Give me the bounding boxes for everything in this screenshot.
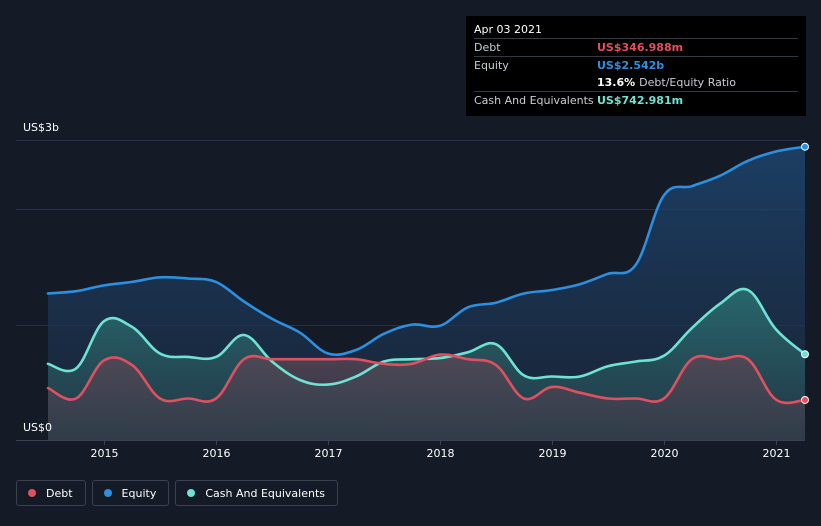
cash-end-marker: [801, 350, 809, 359]
y-axis-top-label: US$3b: [23, 121, 60, 134]
series-areas: [48, 146, 805, 440]
y-axis-zero-label: US$0: [23, 421, 53, 434]
x-tick-label: 2015: [91, 447, 119, 460]
x-tick-label: 2021: [763, 447, 791, 460]
debt-line: [46, 353, 807, 405]
x-tick-label: 2018: [427, 447, 455, 460]
tooltip-equity-row: Equity US$2.542b: [474, 56, 798, 74]
tooltip-cash-label: Cash And Equivalents: [474, 94, 594, 107]
legend-cash-label: Cash And Equivalents: [205, 486, 325, 500]
equity-end-marker: [801, 142, 809, 151]
x-tick-label: 2020: [651, 447, 679, 460]
x-axis: 2015 2016 2017 2018 2019 2020 2021: [91, 440, 791, 460]
chart-legend: Debt Equity Cash And Equivalents: [16, 480, 338, 506]
legend-debt-label: Debt: [46, 486, 73, 500]
debt-dot-icon: [28, 489, 36, 497]
equity-dot-icon: [103, 489, 112, 497]
tooltip-date: Apr 03 2021: [474, 23, 543, 36]
legend-item-cash[interactable]: Cash And Equivalents: [175, 480, 338, 506]
tooltip-debt-value: US$346.988m: [597, 41, 684, 54]
series-lines: [46, 145, 807, 405]
end-markers: [801, 142, 809, 404]
tooltip-ratio-value: 13.6%: [597, 76, 636, 89]
tooltip-debt-row: Debt US$346.988m: [474, 38, 798, 56]
legend-equity-label: Equity: [121, 486, 157, 500]
tooltip-equity-value: US$2.542b: [597, 59, 665, 72]
x-tick-label: 2019: [539, 447, 567, 460]
x-tick-label: 2016: [203, 447, 231, 460]
debt-area: [48, 354, 805, 440]
debt-end-marker: [801, 395, 809, 404]
tooltip-debt-label: Debt: [474, 41, 501, 54]
data-tooltip: Apr 03 2021 Debt US$346.988m Equity US$2…: [466, 16, 806, 116]
tooltip-ratio-label: Debt/Equity Ratio: [639, 76, 736, 89]
tooltip-ratio-row: 13.6% Debt/Equity Ratio: [474, 74, 798, 91]
tooltip-cash-value: US$742.981m: [597, 94, 684, 107]
cash-dot-icon: [187, 489, 196, 497]
equity-line: [46, 145, 807, 357]
legend-item-debt[interactable]: Debt: [16, 480, 86, 506]
tooltip-cash-row: Cash And Equivalents US$742.981m: [474, 91, 798, 109]
x-tick-label: 2017: [315, 447, 343, 460]
tooltip-equity-label: Equity: [474, 59, 509, 72]
legend-item-equity[interactable]: Equity: [91, 480, 170, 506]
